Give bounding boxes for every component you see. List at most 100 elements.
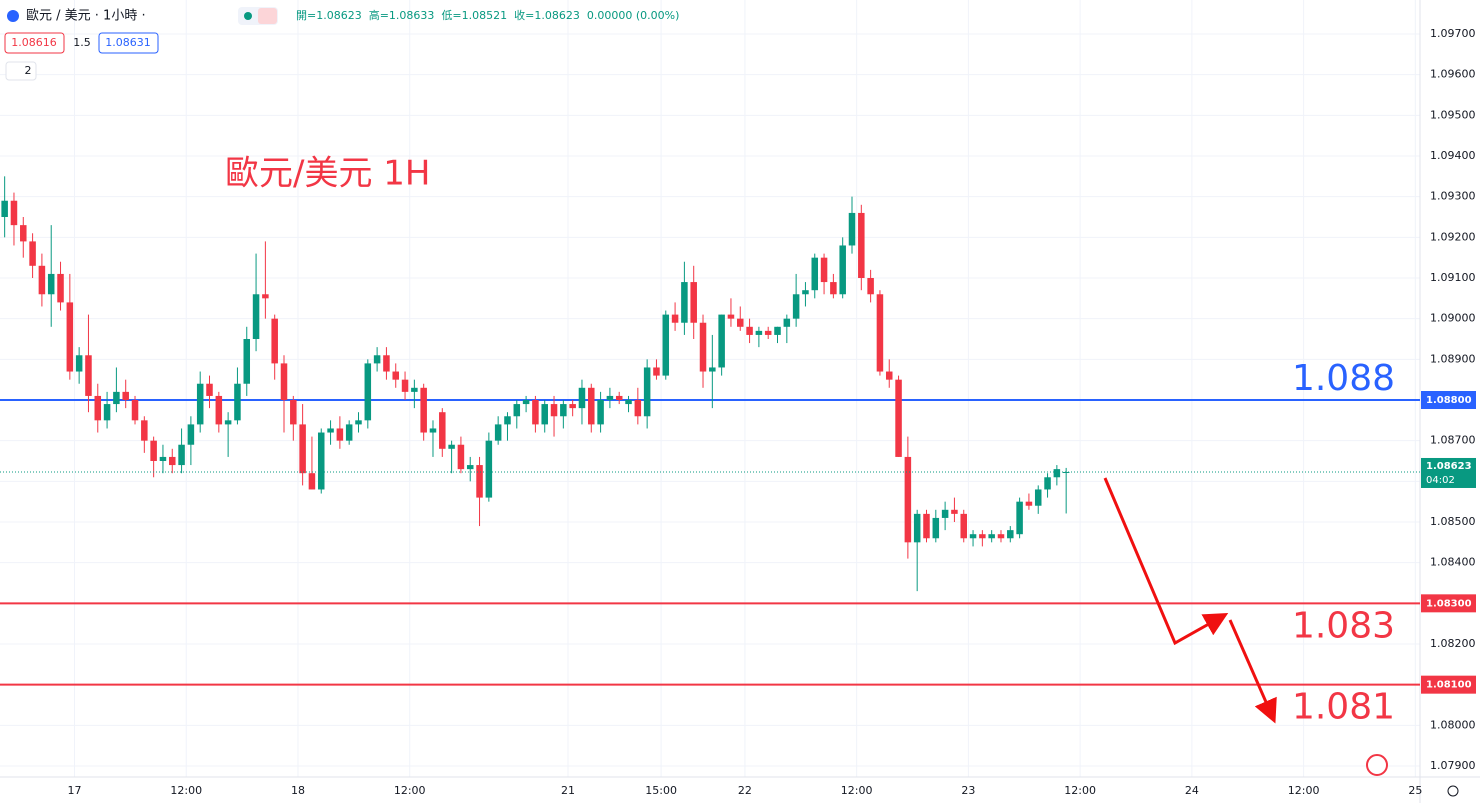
y-tick-label: 1.07900 (1430, 759, 1476, 772)
candle-body (187, 424, 195, 445)
symbol-icon (7, 10, 19, 22)
candle-body (699, 322, 707, 372)
level-label: 1.081 (1292, 687, 1395, 728)
candle-body (867, 278, 874, 295)
x-tick-label: 12:00 (841, 784, 873, 797)
candle-body (979, 534, 986, 539)
candle-body (308, 473, 316, 490)
bid: 1.08616 (11, 36, 57, 49)
level-axis-label: 1.08100 (1426, 680, 1472, 691)
candle-body (560, 404, 567, 417)
last-price-box (1421, 457, 1476, 488)
status-dot (244, 12, 252, 20)
candle-body (550, 404, 558, 417)
candle-body (690, 282, 697, 323)
x-tick-label: 15:00 (645, 784, 677, 797)
indicator-count: 2 (25, 64, 32, 77)
candle-body (494, 424, 502, 441)
candle-body (737, 318, 744, 327)
candle-body (709, 367, 716, 372)
candle-body (196, 383, 204, 425)
arrow (1228, 619, 1277, 724)
level-axis-box (1421, 675, 1476, 694)
candle-body (75, 355, 83, 372)
candle-body (885, 371, 893, 380)
candle-body (336, 428, 344, 441)
candle-body (532, 400, 539, 425)
candle-body (960, 513, 967, 539)
candle-body (513, 404, 521, 417)
candle-body (466, 465, 474, 470)
candle-body (969, 534, 977, 539)
candle-body (345, 424, 353, 441)
candle-body (904, 456, 912, 543)
candle-body (262, 294, 269, 299)
status-badge (258, 8, 277, 24)
candle-body (764, 330, 772, 335)
candle-body (299, 424, 306, 474)
candle-body (718, 314, 725, 368)
candle-body (103, 404, 111, 421)
candle-body (951, 509, 958, 514)
candle-body (588, 387, 595, 425)
candle-body (122, 391, 129, 400)
candle-body (280, 363, 288, 400)
candle-body (113, 391, 120, 405)
candle-body (411, 387, 418, 392)
candle-body (401, 379, 409, 392)
candle-body (504, 416, 511, 425)
candle-body (1016, 501, 1023, 535)
candle-body (327, 428, 334, 433)
bid-box[interactable] (4, 32, 65, 54)
countdown: 04:02 (1426, 475, 1455, 486)
ask-box[interactable] (98, 32, 159, 54)
candle-body (383, 355, 390, 372)
x-tick-label: 12:00 (394, 784, 426, 797)
x-tick-label: 12:00 (1288, 784, 1320, 797)
candle-body (317, 432, 325, 490)
y-tick-label: 1.08900 (1430, 352, 1476, 365)
candle-body (85, 355, 92, 396)
ohlc-value: 低=1.08521 (441, 9, 507, 22)
candle-body (615, 395, 623, 400)
x-tick-label: 18 (291, 784, 305, 797)
candle-body (569, 404, 576, 409)
candle-body (522, 400, 530, 405)
candle-body (20, 225, 27, 242)
candle-body (578, 387, 586, 409)
candle-body (643, 367, 651, 417)
candle-body (681, 282, 688, 323)
candle-body (131, 400, 139, 421)
candle-body (206, 383, 213, 396)
indicator-toggle[interactable] (5, 61, 37, 81)
x-tick-label: 17 (67, 784, 81, 797)
candle-body (439, 412, 446, 449)
candle-body (364, 363, 372, 421)
candle-body (485, 440, 493, 498)
candle-body (373, 355, 381, 364)
candle-body (802, 290, 809, 295)
y-tick-label: 1.09400 (1430, 149, 1476, 162)
candle-body (66, 302, 74, 372)
candle-body (392, 371, 399, 380)
candle-body (988, 534, 995, 539)
candle-body (29, 241, 36, 266)
level-axis-box (1421, 594, 1476, 613)
candle-body (1062, 471, 1070, 473)
candle-body (1034, 489, 1042, 506)
ohlc-value: 0.00000 (0.00%) (587, 9, 680, 22)
candle-body (355, 420, 362, 425)
candle-body (839, 245, 846, 295)
symbol: 歐元 / 美元 · 1小時 · (26, 9, 146, 24)
candle-body (895, 379, 902, 457)
y-tick-label: 1.09200 (1430, 230, 1476, 243)
x-tick-label: 22 (738, 784, 752, 797)
candle-body (476, 465, 483, 498)
flag-icon[interactable] (1366, 754, 1388, 776)
candle-body (923, 513, 930, 539)
candle-body (820, 257, 828, 283)
candle-body (448, 444, 455, 449)
candle-body (252, 294, 260, 339)
settings-icon[interactable] (1447, 785, 1459, 797)
candle-body (746, 326, 753, 335)
